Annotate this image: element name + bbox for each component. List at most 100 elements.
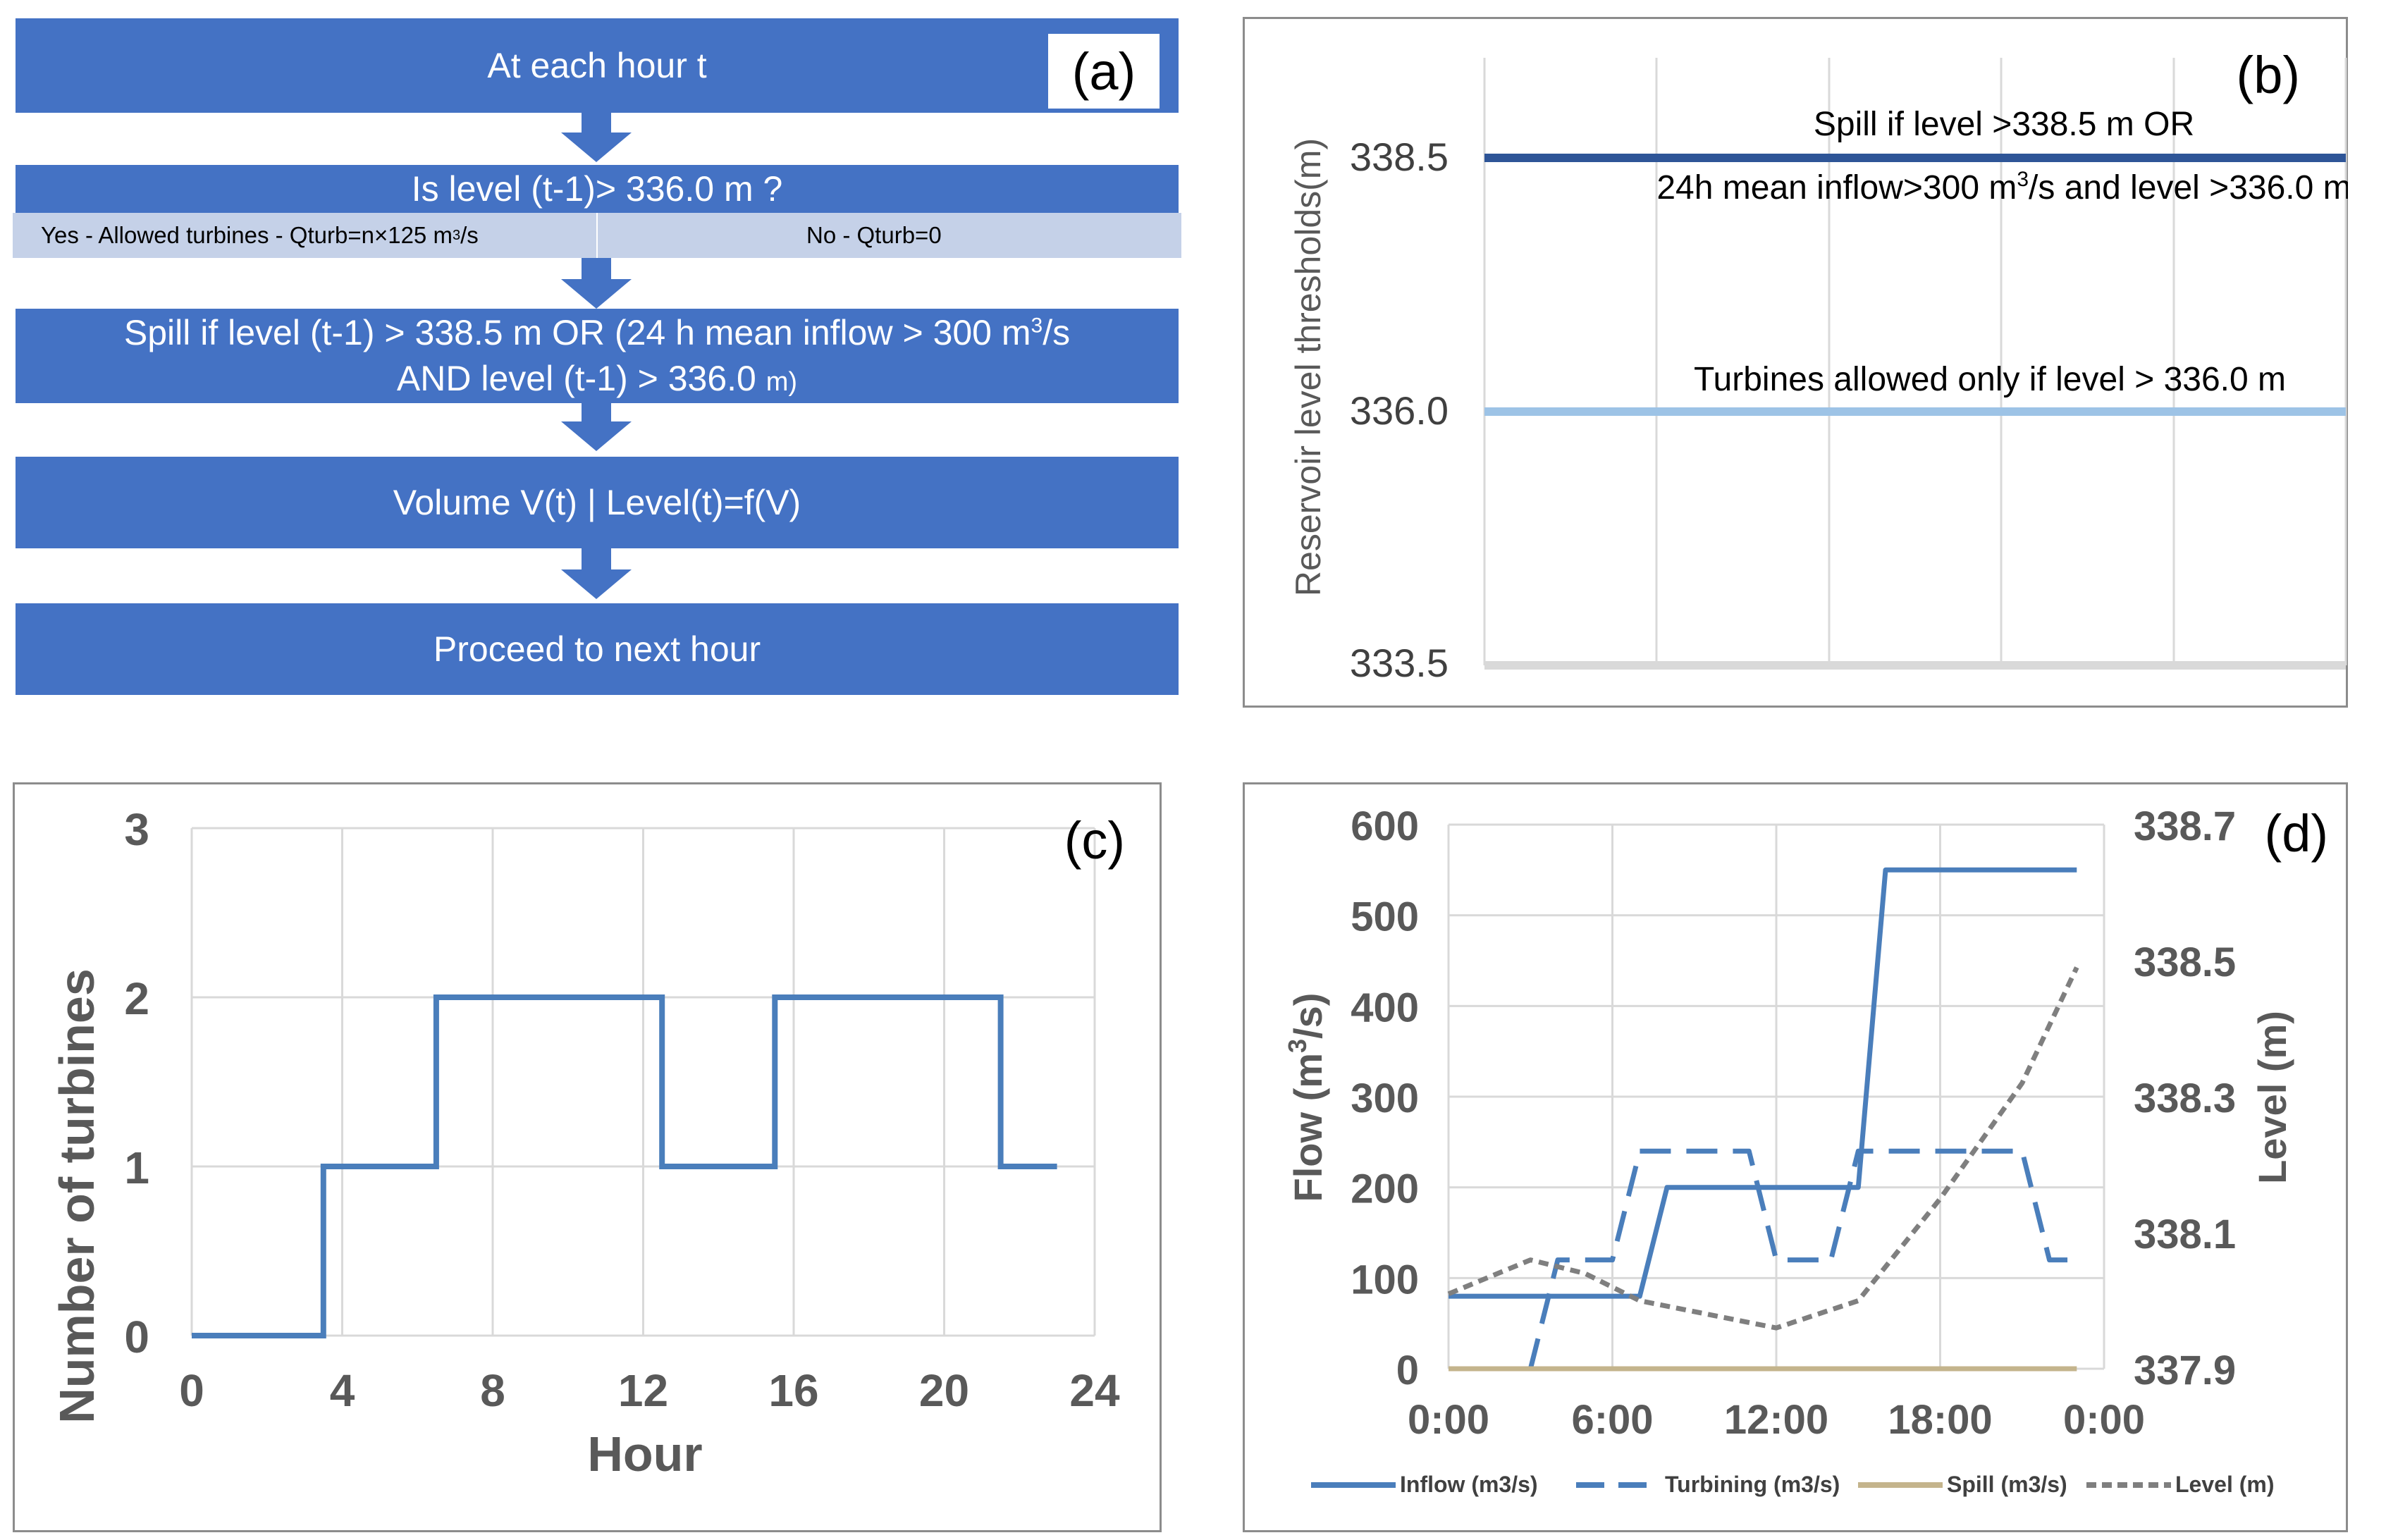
x-tick-label: 0:00 bbox=[2063, 1397, 2145, 1443]
y-tick-label-right: 338.5 bbox=[2134, 940, 2236, 985]
spill-label2-b: /s and level >336.0 m bbox=[2029, 169, 2348, 207]
panel-b-ylabel: Reservoir level thresholds(m) bbox=[1289, 138, 1328, 596]
decision-yes-sup: 3 bbox=[452, 227, 461, 243]
panel-b-tick: 333.5 bbox=[1350, 641, 1449, 685]
x-tick-label: 12:00 bbox=[1724, 1397, 1828, 1443]
y-tick-label-right: 338.1 bbox=[2134, 1212, 2236, 1257]
panel-d-ylabel-right: Level (m) bbox=[2250, 1011, 2294, 1184]
x-tick-label: 20 bbox=[919, 1365, 969, 1416]
panel-b bbox=[1243, 17, 2348, 708]
decision-yes-text: Yes - Allowed turbines - Qturb=n×125 m bbox=[41, 222, 453, 248]
spill-rule-unit: /s bbox=[1043, 313, 1071, 352]
legend-spill-label: Spill (m3/s) bbox=[1947, 1472, 2067, 1497]
spill-label2-a: 24h mean inflow>300 m bbox=[1656, 169, 2017, 207]
decision-no: No - Qturb=0 bbox=[806, 213, 942, 258]
panel-c-gridlines bbox=[190, 827, 1096, 1337]
spill-rule-sup: 3 bbox=[1031, 314, 1043, 338]
spill-rule-text-c: AND level (t-1) > 336.0 bbox=[396, 359, 756, 398]
panel-c-xticks: 0 4 8 12 16 20 24 bbox=[179, 1365, 1120, 1416]
panel-d bbox=[1243, 782, 2348, 1532]
y-tick-label: 400 bbox=[1351, 985, 1419, 1030]
decision-no-text: No - Qturb=0 bbox=[806, 222, 942, 248]
level-line bbox=[1447, 966, 2079, 1331]
x-tick-label: 24 bbox=[1069, 1365, 1120, 1416]
legend-turbining: Turbining (m3/s) bbox=[1576, 1472, 1840, 1498]
y-tick-label-right: 338.3 bbox=[2134, 1076, 2236, 1121]
turbines-step-line bbox=[192, 994, 1057, 1338]
step-each-hour: At each hour t bbox=[16, 18, 1179, 113]
legend-turbining-swatch bbox=[1576, 1482, 1661, 1488]
legend-inflow: Inflow (m3/s) bbox=[1311, 1472, 1538, 1498]
spill-rule-text-a: Spill if level (t-1) > 338.5 m OR (24 h … bbox=[123, 313, 1031, 352]
panel-b-tick: 336.0 bbox=[1350, 388, 1449, 433]
y-tick-label: 100 bbox=[1351, 1257, 1419, 1302]
panel-b-tick: 338.5 bbox=[1350, 135, 1449, 179]
x-tick-label: 12 bbox=[618, 1365, 668, 1416]
panel-d-yticks: 0 100 200 300 400 500 600 bbox=[1351, 803, 1419, 1393]
panel-b-chart: 338.5 336.0 333.5 Reservoir level thresh… bbox=[1289, 46, 2348, 685]
panel-d-series bbox=[1447, 867, 2079, 1372]
legend-level-swatch bbox=[2086, 1482, 2171, 1488]
inflow-line bbox=[1449, 867, 2077, 1299]
decision-yes: Yes - Allowed turbines - Qturb=n×125 m 3/… bbox=[41, 213, 479, 258]
step-next-hour-label: Proceed to next hour bbox=[433, 629, 761, 669]
panel-d-yticks-right: 337.9 338.1 338.3 338.5 338.7 bbox=[2134, 803, 2236, 1393]
panel-c-tag: (c) bbox=[1064, 811, 1125, 870]
y-tick-label-right: 338.7 bbox=[2134, 803, 2236, 849]
y-tick-label: 1 bbox=[124, 1142, 149, 1193]
legend-inflow-label: Inflow (m3/s) bbox=[1400, 1472, 1538, 1497]
step-spill-rule-line1: Spill if level (t-1) > 338.5 m OR (24 h … bbox=[124, 310, 1070, 356]
decision-divider bbox=[596, 213, 598, 258]
legend-turbining-label: Turbining (m3/s) bbox=[1665, 1472, 1840, 1497]
panel-a-tag: (a) bbox=[1048, 34, 1160, 109]
y-tick-label: 600 bbox=[1351, 803, 1419, 849]
step-spill-rule-line2: AND level (t-1) > 336.0 m) bbox=[397, 356, 797, 402]
panel-b-tag: (b) bbox=[2237, 46, 2300, 104]
y-tick-label-right: 337.9 bbox=[2134, 1348, 2236, 1393]
panel-d-chart: 0:00 6:00 12:00 18:00 0:00 0 100 200 300 400 500 6… bbox=[1283, 803, 2328, 1443]
legend-level: Level (m) bbox=[2086, 1472, 2274, 1498]
x-tick-label: 18:00 bbox=[1888, 1397, 1992, 1443]
legend-spill-swatch bbox=[1858, 1482, 1943, 1488]
panel-d-ylabel-left-a: Flow (m bbox=[1286, 1053, 1330, 1202]
y-tick-label: 300 bbox=[1351, 1076, 1419, 1121]
panel-c-xlabel: Hour bbox=[587, 1427, 702, 1482]
spill-threshold-label-2: 24h mean inflow>300 m3/s and level >336.… bbox=[1656, 168, 2348, 207]
panel-d-ylabel-left-sup: 3 bbox=[1283, 1039, 1312, 1053]
panel-d-ylabel-left-b: /s) bbox=[1286, 993, 1330, 1039]
y-tick-label: 200 bbox=[1351, 1166, 1419, 1212]
legend-level-label: Level (m) bbox=[2175, 1472, 2275, 1497]
panel-c-ylabel: Number of turbines bbox=[49, 968, 104, 1424]
decision-row: Yes - Allowed turbines - Qturb=n×125 m 3/… bbox=[13, 213, 1181, 258]
x-tick-label: 6:00 bbox=[1571, 1397, 1653, 1443]
panel-c bbox=[13, 782, 1162, 1532]
y-tick-label: 500 bbox=[1351, 894, 1419, 940]
step-next-hour: Proceed to next hour bbox=[16, 603, 1179, 695]
y-tick-label: 0 bbox=[1396, 1348, 1419, 1393]
y-tick-label: 3 bbox=[124, 804, 149, 855]
step-level-check: Is level (t-1)> 336.0 m ? bbox=[16, 165, 1179, 213]
panel-c-series bbox=[192, 994, 1057, 1338]
step-volume: Volume V(t) | Level(t)=f(V) bbox=[16, 457, 1179, 548]
turbining-line bbox=[1527, 1148, 2077, 1369]
x-tick-label: 0:00 bbox=[1408, 1397, 1489, 1443]
x-tick-label: 8 bbox=[480, 1365, 505, 1416]
legend-inflow-swatch bbox=[1311, 1482, 1396, 1488]
turbine-threshold-label: Turbines allowed only if level > 336.0 m bbox=[1694, 361, 2286, 398]
spill-threshold-label: Spill if level >338.5 m OR bbox=[1814, 106, 2194, 143]
x-tick-label: 4 bbox=[330, 1365, 355, 1416]
step-each-hour-label: At each hour t bbox=[487, 45, 707, 85]
step-volume-label: Volume V(t) | Level(t)=f(V) bbox=[393, 482, 801, 522]
y-tick-label: 0 bbox=[124, 1312, 149, 1362]
panel-d-xticks: 0:00 6:00 12:00 18:00 0:00 bbox=[1408, 1397, 2145, 1443]
step-spill-rule: Spill if level (t-1) > 338.5 m OR (24 h … bbox=[16, 309, 1179, 403]
decision-yes-unit: /s bbox=[460, 222, 479, 248]
step-level-check-label: Is level (t-1)> 336.0 m ? bbox=[411, 168, 783, 209]
x-tick-label: 16 bbox=[768, 1365, 818, 1416]
x-tick-label: 0 bbox=[179, 1365, 204, 1416]
y-tick-label: 2 bbox=[124, 973, 149, 1024]
panel-d-ylabel-left: Flow (m3/s) bbox=[1283, 993, 1330, 1202]
panel-d-gridlines bbox=[1447, 823, 2105, 1370]
legend-spill: Spill (m3/s) bbox=[1858, 1472, 2067, 1498]
